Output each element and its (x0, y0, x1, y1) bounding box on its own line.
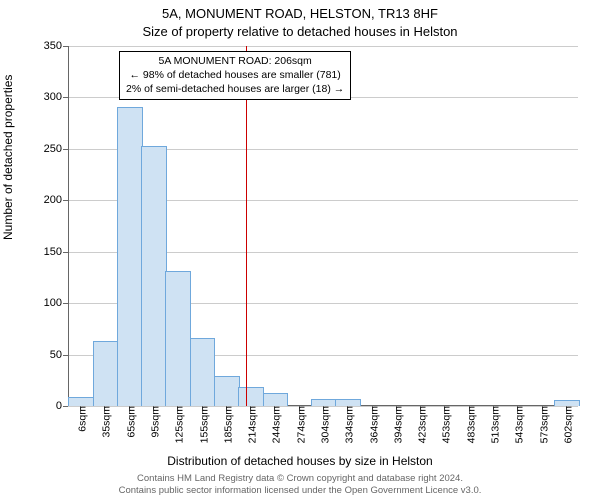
x-tick-label: 214sqm (242, 406, 259, 443)
x-tick-label: 483sqm (460, 406, 477, 443)
histogram-bar (238, 387, 264, 407)
annotation-line: 2% of semi-detached houses are larger (1… (126, 83, 344, 97)
y-tick-label: 200 (44, 194, 68, 206)
y-tick-label: 100 (44, 297, 68, 309)
y-axis-label: Number of detached properties (1, 75, 15, 240)
footer-attribution: Contains HM Land Registry data © Crown c… (0, 473, 600, 497)
x-tick-label: 95sqm (145, 406, 162, 438)
y-axis-line (68, 46, 69, 406)
annotation-box: 5A MONUMENT ROAD: 206sqm← 98% of detache… (119, 51, 351, 100)
footer-line2: Contains public sector information licen… (0, 485, 600, 497)
x-tick-label: 244sqm (266, 406, 283, 443)
x-tick-label: 394sqm (387, 406, 404, 443)
histogram-bar (335, 399, 361, 406)
x-tick-label: 513sqm (485, 406, 502, 443)
x-tick-label: 304sqm (315, 406, 332, 443)
footer-line1: Contains HM Land Registry data © Crown c… (0, 473, 600, 485)
x-tick-label: 453sqm (436, 406, 453, 443)
histogram-bar (263, 393, 289, 406)
y-tick-label: 250 (44, 143, 68, 155)
chart-container: 5A, MONUMENT ROAD, HELSTON, TR13 8HF Siz… (0, 0, 600, 500)
y-tick-label: 0 (56, 400, 68, 412)
y-tick-label: 50 (50, 349, 68, 361)
y-tick-label: 300 (44, 91, 68, 103)
chart-title-main: 5A, MONUMENT ROAD, HELSTON, TR13 8HF (0, 6, 600, 21)
histogram-bar (214, 376, 240, 406)
x-tick-label: 65sqm (120, 406, 137, 438)
x-tick-label: 125sqm (169, 406, 186, 443)
gridline (68, 46, 578, 47)
x-tick-label: 155sqm (193, 406, 210, 443)
y-tick-label: 350 (44, 40, 68, 52)
x-tick-label: 573sqm (533, 406, 550, 443)
histogram-bar (311, 399, 337, 406)
x-tick-label: 423sqm (412, 406, 429, 443)
histogram-bar (93, 341, 119, 406)
x-tick-label: 364sqm (363, 406, 380, 443)
chart-title-sub: Size of property relative to detached ho… (0, 24, 600, 39)
x-tick-label: 602sqm (557, 406, 574, 443)
annotation-line: ← 98% of detached houses are smaller (78… (126, 69, 344, 83)
x-axis-label: Distribution of detached houses by size … (0, 454, 600, 468)
x-tick-label: 543sqm (509, 406, 526, 443)
x-tick-label: 6sqm (72, 406, 89, 432)
histogram-bar (68, 397, 94, 406)
y-tick-label: 150 (44, 246, 68, 258)
x-tick-label: 334sqm (339, 406, 356, 443)
x-tick-label: 35sqm (96, 406, 113, 438)
histogram-bar (117, 107, 143, 406)
x-tick-label: 185sqm (217, 406, 234, 443)
histogram-bar (141, 146, 167, 406)
annotation-line: 5A MONUMENT ROAD: 206sqm (126, 55, 344, 69)
histogram-bar (190, 338, 216, 406)
x-tick-label: 274sqm (290, 406, 307, 443)
plot-area: 0501001502002503003506sqm35sqm65sqm95sqm… (68, 46, 578, 406)
histogram-bar (165, 271, 191, 406)
